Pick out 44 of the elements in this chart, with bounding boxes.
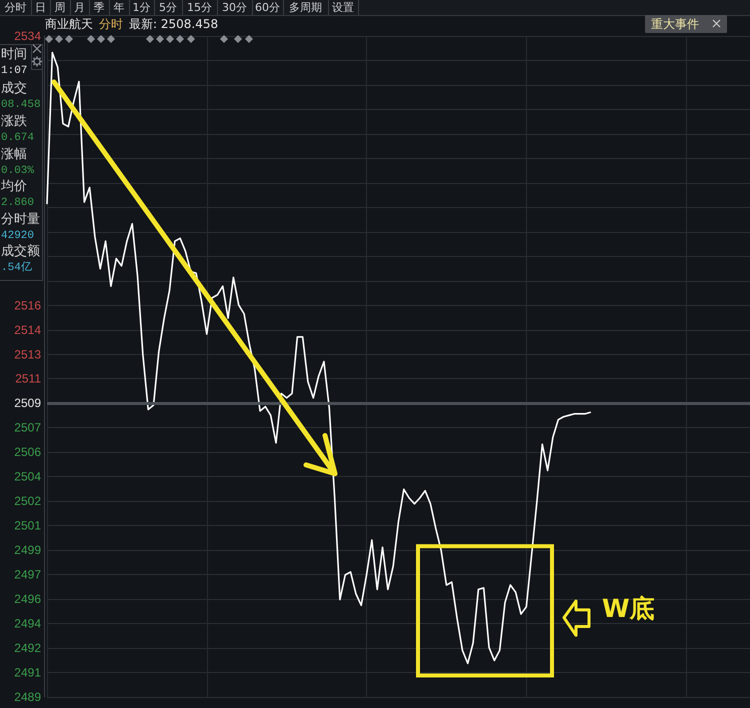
text: 1分 [132,1,152,14]
y-tick-label: 2502 [14,494,42,508]
text: 年 [112,1,126,14]
chart-subtitle: 分时 [99,17,123,31]
text: 5分 [158,1,178,14]
y-tick-label: 2511 [15,372,42,386]
text: 最新: 2508.458 [129,17,218,31]
y-tick-label: 2496 [14,592,42,606]
y-tick-label: 2499 [14,543,42,558]
text: 重大事件 [651,17,699,31]
text: 15分 [186,1,213,14]
y-tick-label: 2514 [14,322,42,337]
annotation: W底 [602,594,655,624]
text: 30分 [221,1,248,14]
y-tick-label: 2504 [14,470,42,484]
y-tick-label: 2489 [14,690,42,704]
text: 分时 [4,1,28,14]
chart-title: 商业航天 [45,17,93,31]
text: 60分 [254,1,281,14]
y-tick-label: 2516 [14,298,42,312]
text: 分时量 42920 [1,211,40,244]
y-tick-label: 2497 [14,568,42,582]
text: 周 [54,1,66,14]
y-tick-label: 2513 [14,347,42,362]
line-series [46,52,592,664]
text: 多周期 [288,1,323,14]
text: 均价 2.860 [1,178,34,211]
text: 设置 [331,1,355,14]
text: 成交 08.458 [1,80,41,113]
y-tick-label: 2494 [14,616,42,631]
text: 月 [73,1,86,14]
y-tick-label: 2534 [14,29,42,43]
y-tick-label: 2492 [14,641,42,656]
y-tick-label: 2491 [14,666,42,680]
text: 成交额 .54亿 [1,243,40,276]
y-tick-label: 2506 [14,445,42,460]
y-tick-label: 2509 [14,396,42,410]
text: 涨幅 0.03% [1,146,34,178]
text: 涨跌 0.674 [1,113,34,146]
text: 季 [92,1,106,14]
y-tick-label: 2501 [14,518,42,533]
text: 日 [34,1,47,14]
y-tick-label: 2507 [14,420,42,435]
text: 时间 1:07 [1,46,28,79]
